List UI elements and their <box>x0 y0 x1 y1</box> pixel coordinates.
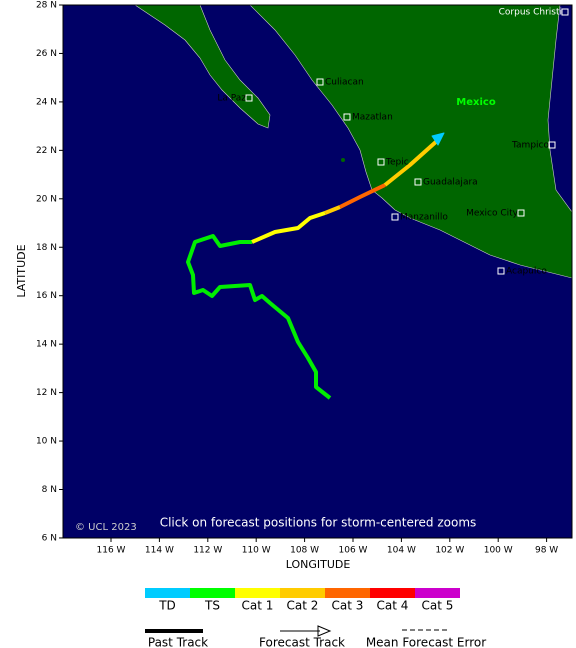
forecast-track[interactable] <box>383 138 440 187</box>
y-tick-label: 24 N <box>36 97 57 107</box>
legend-label: Cat 2 <box>287 599 319 613</box>
legend-label: TS <box>204 599 220 613</box>
x-tick-label: 100 W <box>484 546 513 556</box>
forecast-arrow-sample <box>317 625 332 637</box>
place-label: Corpus Christi <box>499 8 562 18</box>
y-tick-label: 12 N <box>36 388 57 398</box>
place-label: Guadalajara <box>423 178 478 188</box>
x-tick-label: 98 W <box>535 546 558 556</box>
y-tick-label: 28 N <box>36 1 57 11</box>
island <box>341 158 345 162</box>
x-tick-label: 108 W <box>290 546 319 556</box>
x-tick-label: 102 W <box>435 546 464 556</box>
place-marker <box>548 141 556 149</box>
legend-label: Forecast Track <box>259 636 345 648</box>
legend-label: Cat 3 <box>332 599 364 613</box>
place-marker <box>391 213 399 221</box>
place-marker <box>497 267 505 275</box>
forecast-arrow <box>431 132 445 146</box>
legend-label: TD <box>158 599 176 613</box>
x-tick-label: 112 W <box>193 546 222 556</box>
place-label: Acapulco <box>506 267 547 277</box>
place-marker <box>377 158 385 166</box>
place-label: Mexico City <box>466 209 519 219</box>
place-label: Culiacan <box>325 78 364 88</box>
place-marker <box>517 209 525 217</box>
mainland <box>249 5 572 279</box>
legend-swatch <box>415 588 460 598</box>
y-tick-label: 20 N <box>36 194 57 204</box>
y-tick-label: 16 N <box>36 291 57 301</box>
place-marker <box>343 113 351 121</box>
x-tick-label: 110 W <box>242 546 271 556</box>
y-tick-label: 10 N <box>36 437 57 447</box>
land <box>134 5 572 279</box>
forecast-track[interactable] <box>324 205 341 215</box>
place-label: Tampico <box>511 141 549 151</box>
legend-label: Cat 1 <box>242 599 274 613</box>
legend-swatch <box>370 588 415 598</box>
x-tick-label: 106 W <box>339 546 368 556</box>
y-axis-title: LATITUDE <box>15 244 28 297</box>
map-frame <box>62 4 573 539</box>
place-label: Tepic <box>385 158 409 168</box>
place-marker <box>414 178 422 186</box>
place-label: Manzanillo <box>400 213 448 223</box>
y-tick-label: 6 N <box>42 533 57 543</box>
place-label: La Paz <box>217 94 246 104</box>
legend-swatch <box>145 588 190 598</box>
x-tick-label: 114 W <box>145 546 174 556</box>
past-track <box>186 234 332 400</box>
legend-label: Cat 5 <box>422 599 454 613</box>
legend-label: Cat 4 <box>377 599 409 613</box>
y-tick-label: 14 N <box>36 340 57 350</box>
legend-swatch <box>325 588 370 598</box>
x-axis-title: LONGITUDE <box>286 558 351 571</box>
y-tick-label: 26 N <box>36 49 57 59</box>
y-tick-label: 8 N <box>42 485 57 495</box>
legend-label: Mean Forecast Error <box>366 636 486 648</box>
place-marker <box>316 78 324 86</box>
legend-swatch <box>235 588 280 598</box>
legend-swatch <box>280 588 325 598</box>
region-label: Mexico <box>456 97 496 108</box>
forecast-track[interactable] <box>251 211 326 244</box>
x-tick-label: 116 W <box>97 546 126 556</box>
baja-california <box>134 5 271 129</box>
y-tick-label: 22 N <box>36 146 57 156</box>
copyright: © UCL 2023 <box>75 522 137 533</box>
legend-label: Past Track <box>148 636 208 648</box>
legend-swatch <box>190 588 235 598</box>
place-label: Mazatlan <box>352 113 393 123</box>
forecast-track[interactable] <box>339 183 386 209</box>
place-marker <box>245 94 253 102</box>
x-tick-label: 104 W <box>387 546 416 556</box>
y-tick-label: 18 N <box>36 243 57 253</box>
instruction: Click on forecast positions for storm-ce… <box>160 516 477 530</box>
storm-track <box>186 132 445 400</box>
place-marker <box>561 8 569 16</box>
